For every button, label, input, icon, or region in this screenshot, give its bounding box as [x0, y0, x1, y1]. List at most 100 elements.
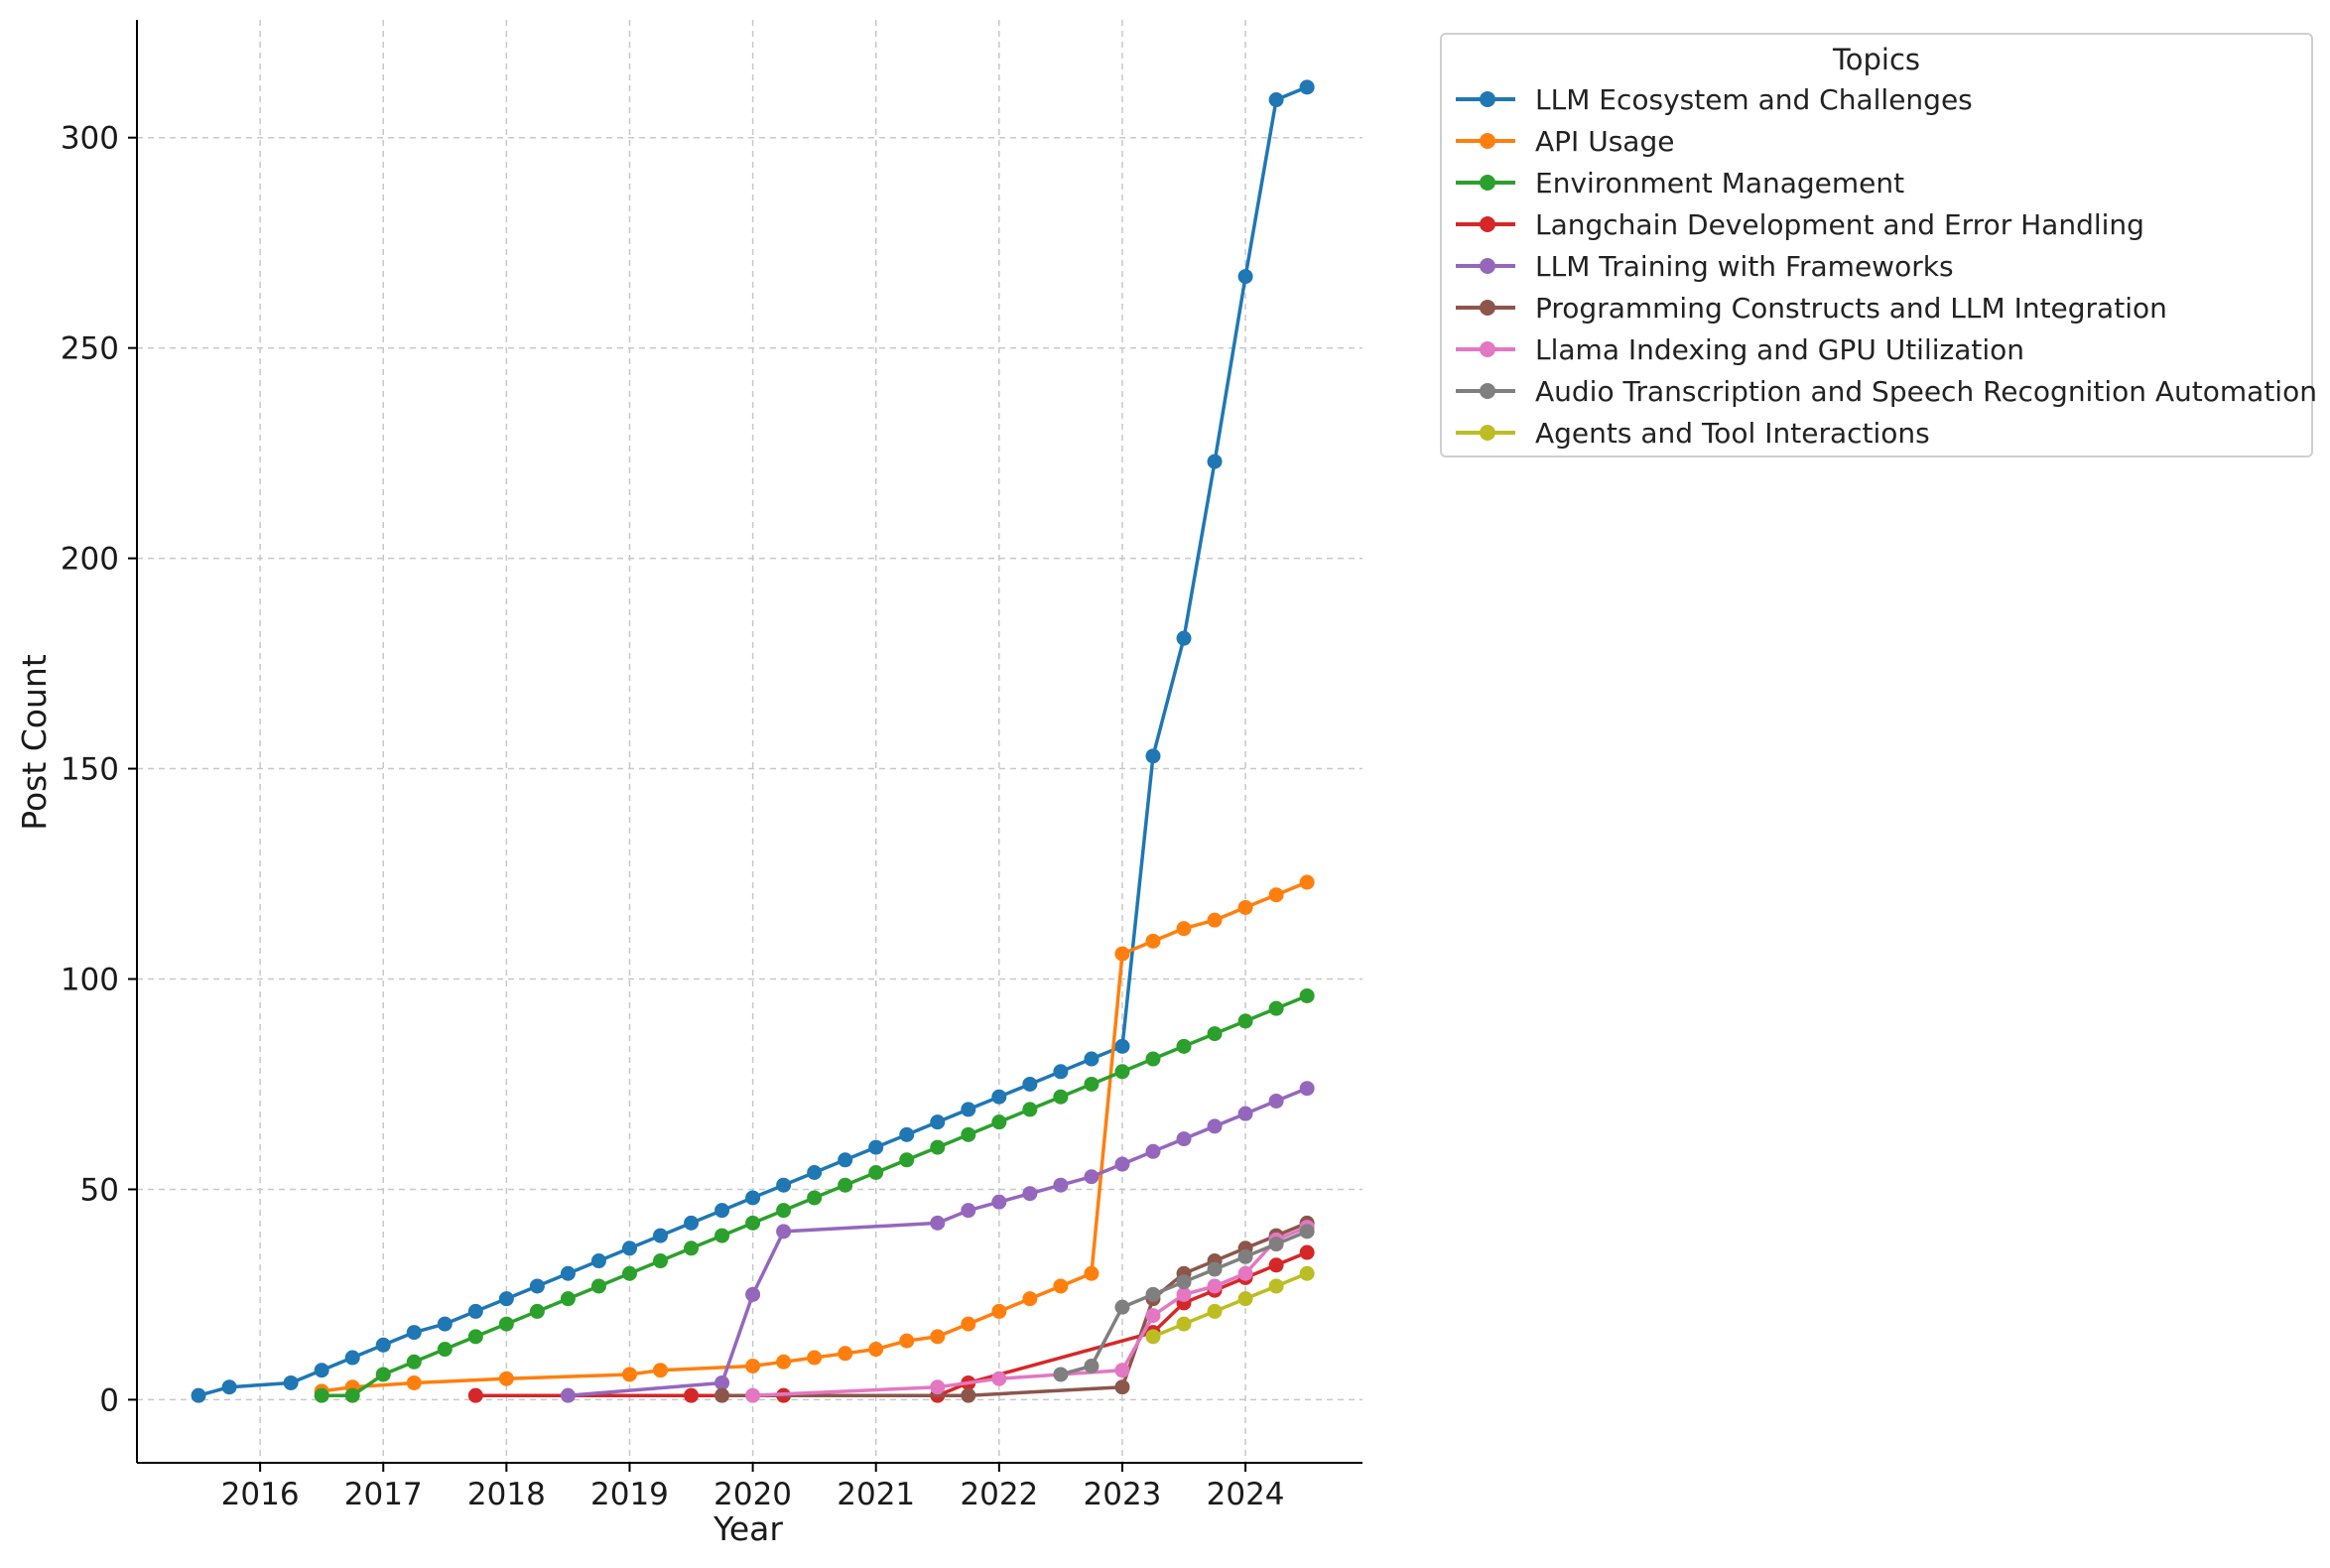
data-point [745, 1190, 761, 1206]
data-point [1084, 1076, 1100, 1092]
legend-swatch [1452, 78, 1521, 120]
x-tick-label: 2024 [1207, 1477, 1285, 1512]
data-point [684, 1241, 700, 1256]
data-point [314, 1387, 329, 1403]
data-point [314, 1363, 329, 1378]
data-point [1207, 1303, 1223, 1319]
legend-entry: API Usage [1452, 120, 1674, 162]
data-point [776, 1177, 792, 1193]
data-point [1114, 946, 1130, 962]
data-point [684, 1387, 700, 1403]
data-point [1145, 1329, 1161, 1345]
data-point [1237, 1265, 1253, 1281]
data-point [467, 1329, 483, 1345]
data-point [1176, 1274, 1192, 1290]
legend-entry: Environment Management [1452, 162, 1904, 203]
data-point [1268, 1000, 1284, 1016]
data-point [1268, 1278, 1284, 1294]
data-point [991, 1194, 1007, 1210]
data-point [560, 1387, 576, 1403]
legend-swatch [1452, 370, 1521, 412]
data-point [1207, 1026, 1223, 1042]
data-point [1176, 921, 1192, 937]
data-point [1145, 1308, 1161, 1324]
data-point [344, 1350, 360, 1366]
data-point [1299, 874, 1315, 890]
data-point [529, 1278, 545, 1294]
legend-entry: Llama Indexing and GPU Utilization [1452, 328, 2024, 370]
legend-label: LLM Training with Frameworks [1535, 249, 1954, 283]
y-tick-label: 0 [99, 1382, 119, 1418]
x-tick-label: 2021 [837, 1477, 915, 1512]
data-point [1237, 1291, 1253, 1307]
data-point [653, 1228, 669, 1243]
series-line [568, 1087, 1308, 1397]
legend-label: Langchain Development and Error Handling [1535, 207, 2144, 241]
data-point [745, 1387, 761, 1403]
data-point [807, 1165, 823, 1181]
data-point [1237, 1106, 1253, 1121]
legend-swatch [1452, 245, 1521, 287]
data-point [838, 1152, 853, 1168]
data-point [653, 1253, 669, 1269]
legend-swatch [1452, 328, 1521, 370]
legend-entry: LLM Training with Frameworks [1452, 245, 1954, 287]
data-point [1145, 1143, 1161, 1159]
data-point [838, 1177, 853, 1193]
data-point [1084, 1169, 1100, 1185]
series-1 [191, 79, 1315, 1403]
data-point [899, 1152, 915, 1168]
legend: Topics LLM Ecosystem and Challenges API U… [1440, 33, 2317, 457]
data-point [807, 1190, 823, 1206]
series-6 [714, 1215, 1315, 1403]
data-point [621, 1241, 637, 1256]
data-point [1207, 1118, 1223, 1134]
data-point [776, 1203, 792, 1219]
data-point [498, 1291, 514, 1307]
data-point [1299, 1081, 1315, 1097]
data-point [745, 1359, 761, 1374]
y-tick-label: 100 [61, 963, 119, 998]
data-point [991, 1089, 1007, 1105]
data-point [714, 1228, 730, 1243]
data-point [1022, 1291, 1038, 1307]
legend-title: Topics [1832, 43, 1921, 76]
data-point [1114, 1299, 1130, 1315]
data-point [1207, 454, 1223, 469]
series-layer [191, 79, 1315, 1403]
data-point [776, 1224, 792, 1240]
data-point [560, 1265, 576, 1281]
y-tick-label: 300 [61, 121, 119, 157]
data-point [467, 1387, 483, 1403]
y-axis-title: Post Count [15, 654, 54, 831]
legend-label: Environment Management [1535, 166, 1905, 199]
data-point [1299, 987, 1315, 1003]
data-point [1084, 1359, 1100, 1374]
x-tick-label: 2016 [221, 1477, 300, 1512]
data-point [961, 1316, 976, 1332]
data-point [529, 1303, 545, 1319]
data-point [1053, 1278, 1069, 1294]
data-point [1237, 899, 1253, 915]
data-point [1114, 1363, 1130, 1378]
series-9 [1145, 1265, 1315, 1345]
data-point [191, 1387, 206, 1403]
data-point [714, 1387, 730, 1403]
legend-entry: Programming Constructs and LLM Integrati… [1452, 287, 2167, 328]
series-3 [314, 987, 1315, 1403]
data-point [1084, 1051, 1100, 1067]
data-point [1207, 1261, 1223, 1277]
data-point [1145, 1286, 1161, 1302]
tick-labels: 2016 2017 2018 2019 2020 2021 2022 2023 2024 0 50 1… [61, 121, 1285, 1512]
data-point [653, 1363, 669, 1378]
data-point [930, 1139, 946, 1155]
data-point [684, 1215, 700, 1231]
series-7 [745, 1220, 1315, 1403]
y-tick-label: 200 [61, 542, 119, 578]
data-point [1299, 1265, 1315, 1281]
y-tick-label: 50 [80, 1172, 119, 1208]
data-point [930, 1329, 946, 1345]
data-point [498, 1316, 514, 1332]
y-tick-label: 150 [61, 752, 119, 788]
data-point [590, 1253, 606, 1269]
